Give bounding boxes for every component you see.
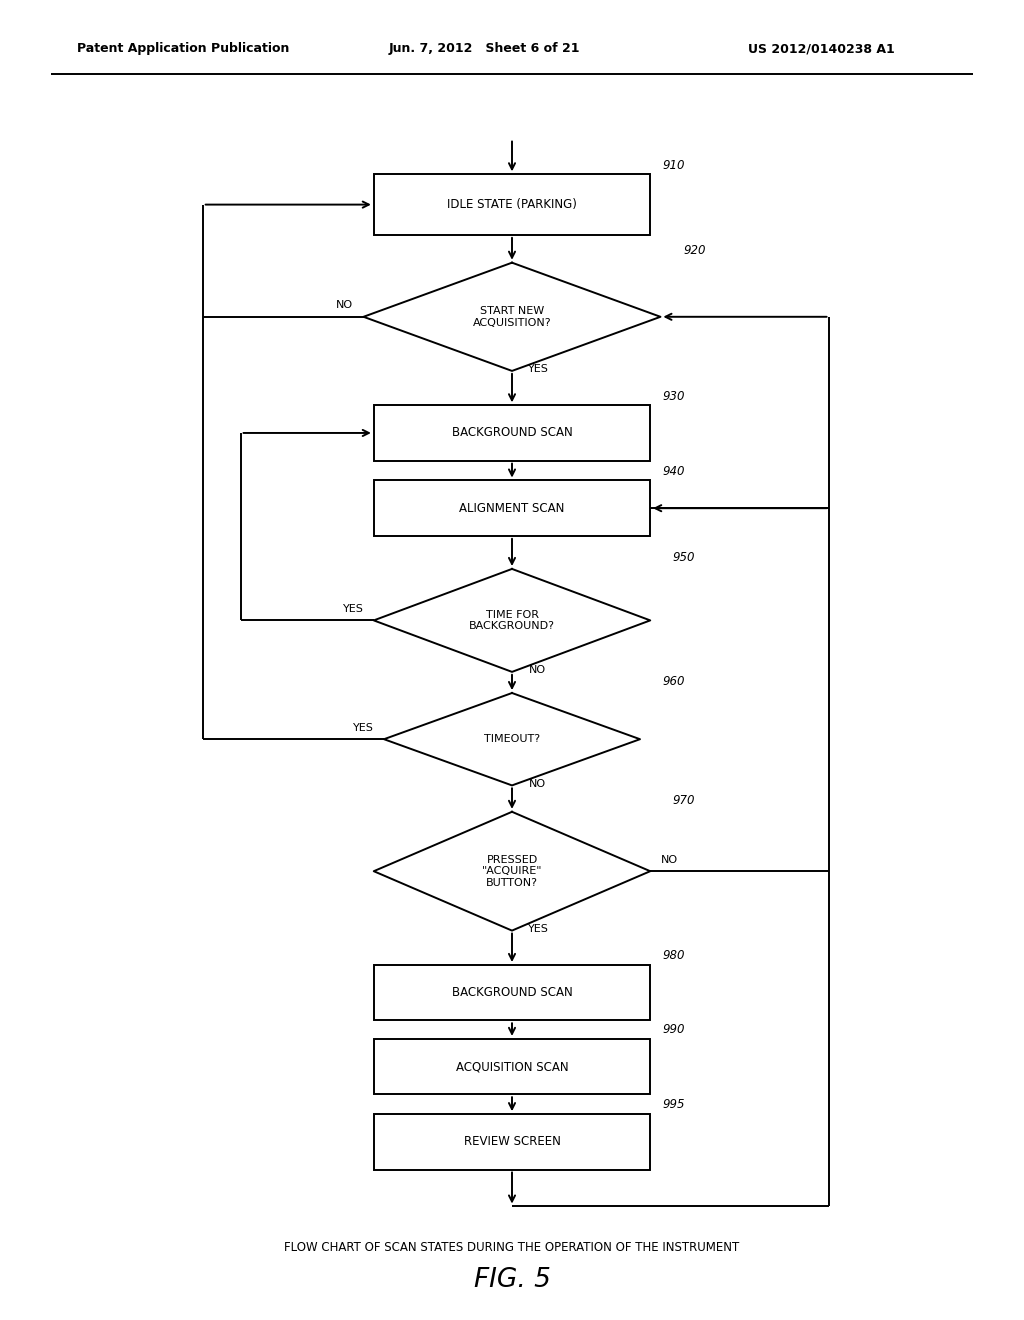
Text: 920: 920 [683, 244, 706, 257]
Text: BACKGROUND SCAN: BACKGROUND SCAN [452, 426, 572, 440]
Bar [374, 405, 650, 461]
Text: FLOW CHART OF SCAN STATES DURING THE OPERATION OF THE INSTRUMENT: FLOW CHART OF SCAN STATES DURING THE OPE… [285, 1241, 739, 1254]
Text: START NEW
ACQUISITION?: START NEW ACQUISITION? [473, 306, 551, 327]
Bar [374, 1039, 650, 1094]
Text: YES: YES [353, 722, 374, 733]
Text: 910: 910 [663, 158, 685, 172]
Text: TIMEOUT?: TIMEOUT? [484, 734, 540, 744]
Text: 995: 995 [663, 1098, 685, 1111]
Text: US 2012/0140238 A1: US 2012/0140238 A1 [748, 42, 894, 55]
Bar [374, 174, 650, 235]
Text: 990: 990 [663, 1023, 685, 1036]
Text: IDLE STATE (PARKING): IDLE STATE (PARKING) [447, 198, 577, 211]
Text: 970: 970 [673, 793, 695, 807]
Text: NO: NO [336, 300, 353, 310]
Text: NO: NO [528, 665, 546, 676]
Text: YES: YES [528, 924, 549, 935]
Text: ALIGNMENT SCAN: ALIGNMENT SCAN [460, 502, 564, 515]
Text: 930: 930 [663, 389, 685, 403]
Text: YES: YES [528, 364, 549, 375]
Text: FIG. 5: FIG. 5 [473, 1267, 551, 1294]
Text: BACKGROUND SCAN: BACKGROUND SCAN [452, 986, 572, 999]
Text: Patent Application Publication: Patent Application Publication [77, 42, 289, 55]
Text: ACQUISITION SCAN: ACQUISITION SCAN [456, 1060, 568, 1073]
Bar [374, 1114, 650, 1170]
Text: 950: 950 [673, 550, 695, 564]
Text: 960: 960 [663, 675, 685, 688]
Text: TIME FOR
BACKGROUND?: TIME FOR BACKGROUND? [469, 610, 555, 631]
Text: PRESSED
"ACQUIRE"
BUTTON?: PRESSED "ACQUIRE" BUTTON? [481, 854, 543, 888]
Text: NO: NO [528, 779, 546, 789]
Text: Jun. 7, 2012   Sheet 6 of 21: Jun. 7, 2012 Sheet 6 of 21 [389, 42, 581, 55]
Text: YES: YES [343, 603, 364, 614]
Text: NO: NO [660, 854, 678, 865]
Text: 940: 940 [663, 465, 685, 478]
Text: REVIEW SCREEN: REVIEW SCREEN [464, 1135, 560, 1148]
Bar [374, 480, 650, 536]
Bar [374, 965, 650, 1020]
Text: 980: 980 [663, 949, 685, 962]
